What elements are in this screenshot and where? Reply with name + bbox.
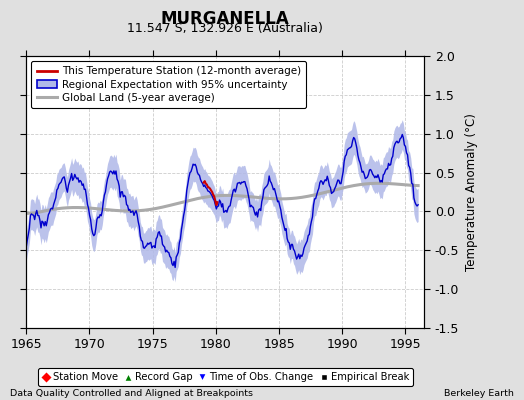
Text: Berkeley Earth: Berkeley Earth	[444, 389, 514, 398]
Text: 11.547 S, 132.926 E (Australia): 11.547 S, 132.926 E (Australia)	[127, 22, 323, 35]
Legend: Station Move, Record Gap, Time of Obs. Change, Empirical Break: Station Move, Record Gap, Time of Obs. C…	[38, 368, 413, 386]
Y-axis label: Temperature Anomaly (°C): Temperature Anomaly (°C)	[465, 113, 478, 271]
Text: MURGANELLA: MURGANELLA	[161, 10, 290, 28]
Text: Data Quality Controlled and Aligned at Breakpoints: Data Quality Controlled and Aligned at B…	[10, 389, 254, 398]
